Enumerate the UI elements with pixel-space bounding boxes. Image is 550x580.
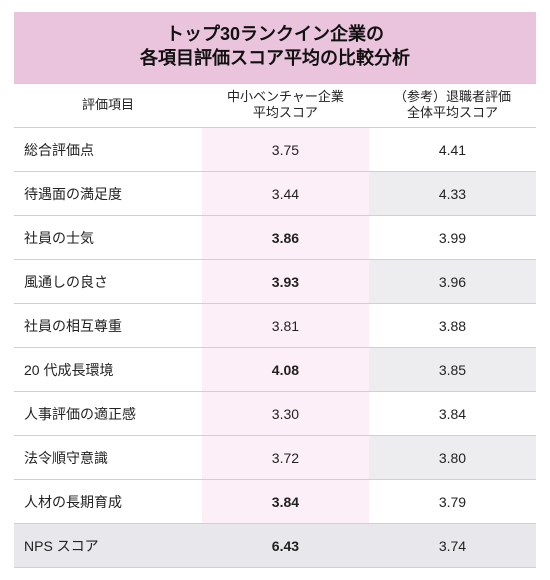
sme-score: 3.30 xyxy=(202,392,369,436)
sme-score: 3.84 xyxy=(202,480,369,524)
score-table: 評価項目 中小ベンチャー企業平均スコア （参考）退職者評価全体平均スコア 総合評… xyxy=(14,84,536,569)
table-row: 風通しの良さ3.933.96 xyxy=(14,260,536,304)
metric-label: NPS スコア xyxy=(14,524,202,568)
header-overall: （参考）退職者評価全体平均スコア xyxy=(369,84,536,128)
header-sme: 中小ベンチャー企業平均スコア xyxy=(202,84,369,128)
header-row: 評価項目 中小ベンチャー企業平均スコア （参考）退職者評価全体平均スコア xyxy=(14,84,536,128)
sme-score: 4.08 xyxy=(202,348,369,392)
metric-label: 社員の士気 xyxy=(14,216,202,260)
metric-label: 20 代成長環境 xyxy=(14,348,202,392)
table-row: 人事評価の適正感3.303.84 xyxy=(14,392,536,436)
overall-score: 3.88 xyxy=(369,304,536,348)
metric-label: 風通しの良さ xyxy=(14,260,202,304)
overall-score: 3.85 xyxy=(369,348,536,392)
overall-score: 3.80 xyxy=(369,436,536,480)
title-line-1: トップ30ランクイン企業の xyxy=(166,24,384,44)
overall-score: 3.99 xyxy=(369,216,536,260)
table-row: 法令順守意識3.723.80 xyxy=(14,436,536,480)
table-row: 総合評価点3.754.41 xyxy=(14,128,536,172)
table-row: 20 代成長環境4.083.85 xyxy=(14,348,536,392)
metric-label: 待遇面の満足度 xyxy=(14,172,202,216)
metric-label: 社員の相互尊重 xyxy=(14,304,202,348)
metric-label: 法令順守意識 xyxy=(14,436,202,480)
sme-score: 6.43 xyxy=(202,524,369,568)
overall-score: 3.74 xyxy=(369,524,536,568)
metric-label: 人事評価の適正感 xyxy=(14,392,202,436)
sme-score: 3.72 xyxy=(202,436,369,480)
table-row: 社員の相互尊重3.813.88 xyxy=(14,304,536,348)
sme-score: 3.93 xyxy=(202,260,369,304)
overall-score: 3.79 xyxy=(369,480,536,524)
table-row: NPS スコア6.433.74 xyxy=(14,524,536,568)
sme-score: 3.86 xyxy=(202,216,369,260)
title-line-2: 各項目評価スコア平均の比較分析 xyxy=(140,48,410,68)
metric-label: 人材の長期育成 xyxy=(14,480,202,524)
overall-score: 3.84 xyxy=(369,392,536,436)
table-row: 待遇面の満足度3.444.33 xyxy=(14,172,536,216)
header-metric: 評価項目 xyxy=(14,84,202,128)
sme-score: 3.75 xyxy=(202,128,369,172)
overall-score: 4.33 xyxy=(369,172,536,216)
table-row: 社員の士気3.863.99 xyxy=(14,216,536,260)
table-title: トップ30ランクイン企業の 各項目評価スコア平均の比較分析 xyxy=(14,12,536,84)
sme-score: 3.44 xyxy=(202,172,369,216)
overall-score: 4.41 xyxy=(369,128,536,172)
table-row: 人材の長期育成3.843.79 xyxy=(14,480,536,524)
overall-score: 3.96 xyxy=(369,260,536,304)
metric-label: 総合評価点 xyxy=(14,128,202,172)
sme-score: 3.81 xyxy=(202,304,369,348)
